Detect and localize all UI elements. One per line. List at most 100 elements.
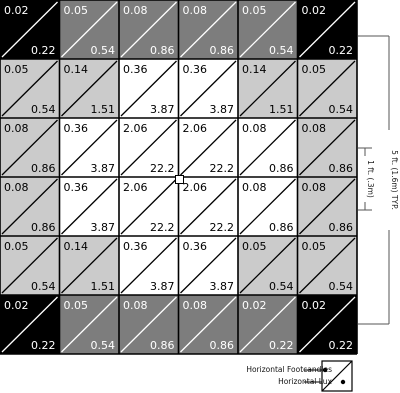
cell-diagonal [61, 60, 118, 117]
lux-value: 0.86 [31, 221, 56, 234]
cell-diagonal [239, 178, 296, 235]
footcandle-value: 0.02 [4, 4, 29, 17]
cell-diagonal [61, 1, 118, 58]
legend-sample-diagonal [321, 360, 353, 392]
footcandle-value: 0.05 [302, 63, 327, 76]
lux-value: 3.87 [150, 280, 175, 293]
lux-value: 22.2 [150, 162, 175, 175]
legend-footcandle-dot [322, 367, 328, 373]
footcandle-value: 2.06 [123, 181, 148, 194]
cell-diagonal [299, 296, 356, 353]
footcandle-value: 0.36 [183, 63, 208, 76]
lux-value: 3.87 [91, 162, 116, 175]
lux-value: 22.2 [210, 221, 235, 234]
footcandle-value: 0.05 [4, 240, 29, 253]
footcandle-value: 0.05 [4, 63, 29, 76]
footcandle-value: 0.08 [302, 181, 327, 194]
footcandle-value: 0.02 [302, 4, 327, 17]
cell-diagonal [180, 296, 237, 353]
footcandle-value: 0.14 [242, 63, 267, 76]
footcandle-value: 2.06 [183, 181, 208, 194]
lux-value: 3.87 [210, 103, 235, 116]
cell-diagonal [1, 60, 58, 117]
lux-value: 0.86 [150, 44, 175, 57]
footcandle-value: 0.36 [64, 181, 89, 194]
lux-value: 22.2 [210, 162, 235, 175]
footcandle-value: 0.14 [64, 240, 89, 253]
lux-value: 3.87 [150, 103, 175, 116]
cell-diagonal [1, 119, 58, 176]
lux-value: 0.54 [269, 280, 294, 293]
cell-diagonal [120, 119, 177, 176]
cell-diagonal [180, 237, 237, 294]
cell-diagonal [239, 119, 296, 176]
lux-value: 0.54 [31, 280, 56, 293]
footcandle-value: 0.36 [64, 122, 89, 135]
legend-lux-dot [340, 379, 346, 385]
lux-value: 0.54 [329, 280, 354, 293]
footcandle-value: 0.02 [242, 299, 267, 312]
cell-diagonal [1, 178, 58, 235]
lux-value: 0.22 [269, 339, 294, 352]
footcandle-value: 0.08 [123, 4, 148, 17]
cell-diagonal [1, 237, 58, 294]
cell-diagonal [1, 1, 58, 58]
legend-footcandles-label: Horizontal Footcandles [246, 365, 332, 374]
footcandle-value: 0.08 [242, 181, 267, 194]
cell-diagonal [299, 1, 356, 58]
footcandle-value: 0.36 [123, 240, 148, 253]
footcandle-value: 0.08 [242, 122, 267, 135]
footcandle-value: 0.08 [123, 299, 148, 312]
footcandle-value: 0.05 [302, 240, 327, 253]
footcandle-value: 0.02 [4, 299, 29, 312]
cell-diagonal [120, 178, 177, 235]
dimension-annotations: 5 ft. (1.6m) TYP. 1 ft. (.3m) [358, 35, 399, 325]
lux-value: 3.87 [91, 221, 116, 234]
lux-value: 0.86 [329, 162, 354, 175]
footcandle-value: 0.08 [4, 181, 29, 194]
lux-value: 1.51 [91, 103, 116, 116]
cell-diagonal [180, 1, 237, 58]
lux-value: 0.22 [31, 339, 56, 352]
lux-value: 1.51 [91, 280, 116, 293]
lux-value: 0.86 [150, 339, 175, 352]
cell-diagonal [120, 237, 177, 294]
cell-diagonal [299, 60, 356, 117]
cell-diagonal [299, 119, 356, 176]
lux-value: 0.86 [31, 162, 56, 175]
cell-diagonal [180, 178, 237, 235]
cell-diagonal [120, 60, 177, 117]
grid-cells: 0.020.220.050.540.080.860.080.860.050.54… [0, 0, 357, 354]
footcandle-value: 0.05 [64, 4, 89, 17]
cell-diagonal [120, 1, 177, 58]
footcandle-value: 0.05 [64, 299, 89, 312]
legend [304, 360, 353, 392]
lux-value: 0.86 [329, 221, 354, 234]
footcandle-value: 0.36 [183, 240, 208, 253]
footcandle-value: 0.08 [302, 122, 327, 135]
footcandle-value: 0.08 [183, 4, 208, 17]
cell-dimension-label: 1 ft. (.3m) [366, 160, 375, 198]
cell-diagonal [180, 119, 237, 176]
cell-diagonal [239, 296, 296, 353]
cell-diagonal [239, 60, 296, 117]
lux-value: 0.86 [210, 44, 235, 57]
cell-diagonal [299, 178, 356, 235]
lux-value: 0.86 [269, 221, 294, 234]
cell-diagonal [120, 296, 177, 353]
footcandle-value: 0.05 [242, 240, 267, 253]
cell-diagonal [299, 237, 356, 294]
cell-diagonal [180, 60, 237, 117]
lux-value: 1.51 [269, 103, 294, 116]
cell-diagonal [61, 178, 118, 235]
footcandle-value: 2.06 [183, 122, 208, 135]
cell-diagonal [1, 296, 58, 353]
footcandle-value: 0.05 [242, 4, 267, 17]
footcandle-value: 2.06 [123, 122, 148, 135]
lux-value: 0.86 [269, 162, 294, 175]
lux-value: 0.86 [210, 339, 235, 352]
lux-value: 0.54 [31, 103, 56, 116]
lux-value: 0.22 [329, 339, 354, 352]
lux-value: 0.22 [329, 44, 354, 57]
